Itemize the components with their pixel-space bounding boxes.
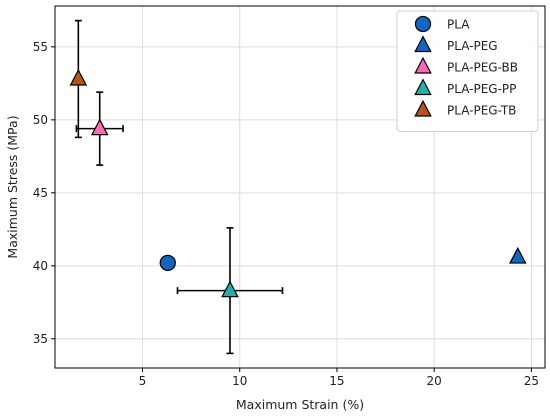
y-axis-label: Maximum Stress (MPa) (5, 115, 20, 258)
pla-peg-tb-point (69, 68, 88, 86)
x-axis-label: Maximum Strain (%) (236, 397, 364, 412)
legend-box (396, 10, 539, 132)
y-tick-label: 35 (33, 332, 48, 346)
pla-peg-bb-legend-marker (414, 56, 432, 74)
x-tick-label: 15 (329, 374, 344, 388)
pla-legend-marker (414, 15, 432, 33)
x-tick-label: 5 (139, 374, 147, 388)
pla-peg-pp-legend-marker (414, 78, 432, 96)
pla-peg-bb-legend-label: PLA-PEG-BB (447, 61, 518, 75)
pla-peg-tb-legend-label: PLA-PEG-TB (447, 104, 516, 118)
pla-point (159, 254, 176, 272)
x-axis-ticks: 5 10 15 20 25 (139, 368, 539, 388)
y-tick-label: 55 (33, 40, 48, 54)
pla-peg-bb-point (90, 118, 109, 136)
pla-peg-legend-label: PLA-PEG (447, 39, 498, 53)
pla-peg-point (508, 246, 527, 264)
legend: PLA PLA-PEG PLA-PEG-BB PLA-PEG-PP PLA-PEG-TB (396, 10, 539, 132)
pla-legend-label: PLA (447, 18, 470, 32)
pla-peg-pp-point (221, 280, 239, 298)
plot-frame (54, 5, 546, 369)
x-tick-label: 25 (524, 374, 539, 388)
data-markers (69, 68, 527, 298)
pla-peg-tb-legend-marker (414, 99, 432, 117)
y-axis-ticks: 35 40 45 50 55 (33, 40, 55, 346)
y-tick-label: 45 (33, 186, 48, 200)
pla-peg-pp-legend-label: PLA-PEG-PP (447, 82, 516, 96)
x-tick-label: 10 (232, 374, 247, 388)
y-tick-label: 40 (33, 259, 48, 273)
x-tick-label: 20 (427, 374, 442, 388)
pla-peg-legend-marker (414, 35, 432, 53)
y-tick-label: 50 (33, 113, 48, 127)
